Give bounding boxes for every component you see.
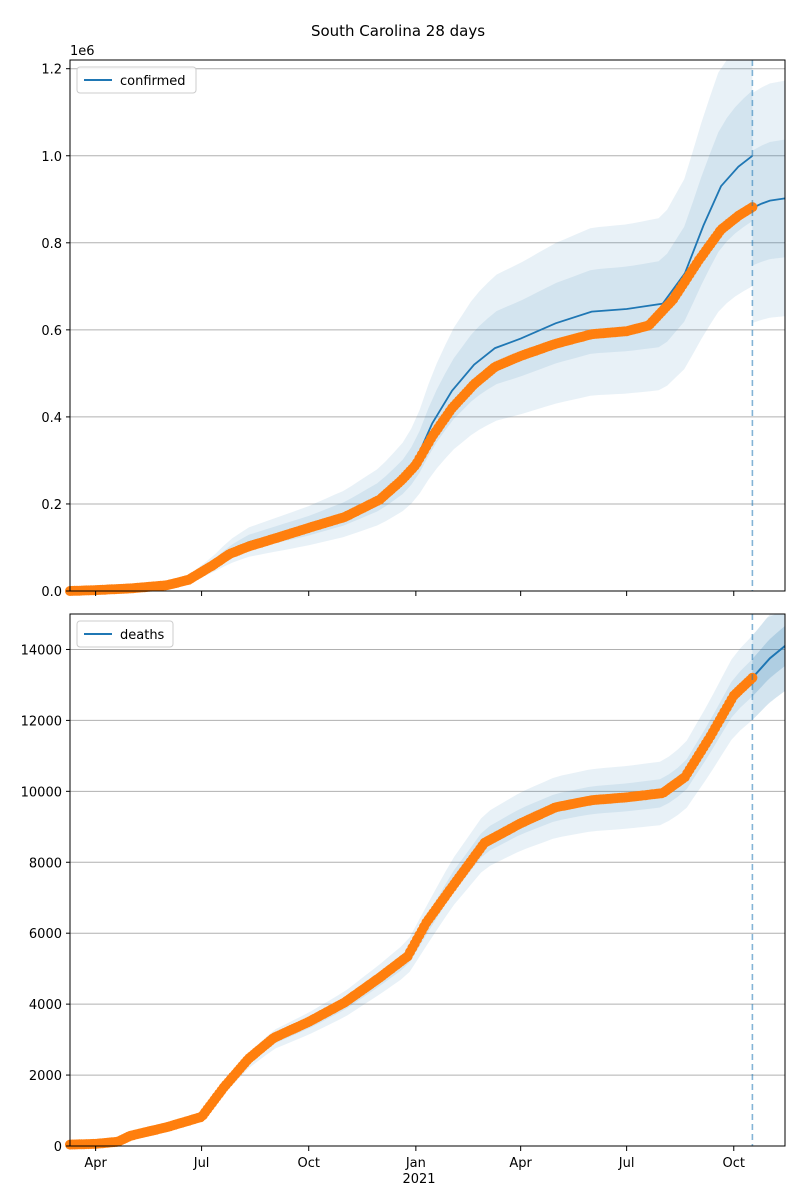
chart-title: South Carolina 28 days [311, 22, 485, 40]
deaths-forecast-line [751, 645, 786, 679]
deaths-uncertainty-bands [70, 614, 785, 1145]
confirmed-y-tick-label: 1.0 [41, 150, 62, 165]
confirmed-y-tick-label: 1.2 [41, 63, 62, 78]
confirmed-observed-points [65, 202, 758, 596]
deaths-y-tick-label: 6000 [29, 927, 62, 942]
deaths-y-tick-label: 4000 [29, 998, 62, 1013]
deaths-y-tick-label: 10000 [21, 785, 62, 800]
confirmed-y-tick-label: 0.6 [41, 324, 62, 339]
confirmed-legend: confirmed [76, 66, 197, 94]
deaths-x-tick-label: Apr [84, 1156, 107, 1171]
confirmed-y-ticks: 0.0 0.2 0.4 0.6 0.8 1.0 1.2 [41, 63, 70, 600]
deaths-y-tick-label: 14000 [21, 643, 62, 658]
deaths-model-band [70, 614, 785, 1145]
deaths-y-tick-label: 2000 [29, 1069, 62, 1084]
confirmed-forecast-band [752, 139, 785, 266]
deaths-x-tick-label: Jan [405, 1156, 426, 1171]
confirmed-panel: 0.0 0.2 0.4 0.6 0.8 1.0 1.2 1e6 confirmed [41, 44, 786, 600]
deaths-forecast-band [752, 625, 785, 697]
confirmed-uncertainty-bands [70, 60, 785, 591]
deaths-panel: 0 2000 4000 6000 8000 10000 12000 14000 Apr Jul O… [21, 613, 786, 1187]
deaths-x-tick-label: Apr [509, 1156, 532, 1171]
deaths-axes-frame [69, 613, 786, 1147]
deaths-x-tick-label: Jul [193, 1156, 210, 1171]
deaths-x-tick-label: Oct [723, 1156, 745, 1171]
deaths-x-tick-label: Oct [297, 1156, 319, 1171]
confirmed-y-tick-label: 0.8 [41, 237, 62, 252]
x-year-label: 2021 [402, 1172, 435, 1187]
deaths-x-tick-label: Jul [618, 1156, 635, 1171]
confirmed-offset-label: 1e6 [70, 44, 95, 59]
deaths-legend-box [76, 620, 174, 648]
deaths-model-band [70, 625, 785, 1145]
confirmed-observed-point [747, 202, 758, 213]
deaths-y-ticks: 0 2000 4000 6000 8000 10000 12000 14000 [21, 643, 70, 1155]
deaths-legend: deaths [76, 620, 174, 648]
deaths-legend-label: deaths [120, 628, 165, 643]
confirmed-legend-box [76, 66, 197, 94]
confirmed-model-band [70, 90, 753, 591]
deaths-y-tick-label: 0 [54, 1140, 62, 1155]
deaths-forecast-band [752, 614, 785, 720]
deaths-x-ticks: Apr Jul Oct Jan Apr Jul Oct [84, 1146, 745, 1171]
deaths-observed-points [65, 672, 758, 1150]
confirmed-axes-frame [69, 59, 786, 592]
confirmed-x-ticks [95, 591, 735, 596]
confirmed-y-tick-label: 0.4 [41, 411, 62, 426]
confirmed-legend-label: confirmed [120, 74, 186, 89]
confirmed-y-tick-label: 0.2 [41, 498, 62, 513]
confirmed-model-band [70, 60, 753, 591]
deaths-y-tick-label: 8000 [29, 856, 62, 871]
confirmed-y-tick-label: 0.0 [41, 585, 62, 600]
deaths-y-tick-label: 12000 [21, 714, 62, 729]
deaths-gridlines [70, 648, 785, 1147]
